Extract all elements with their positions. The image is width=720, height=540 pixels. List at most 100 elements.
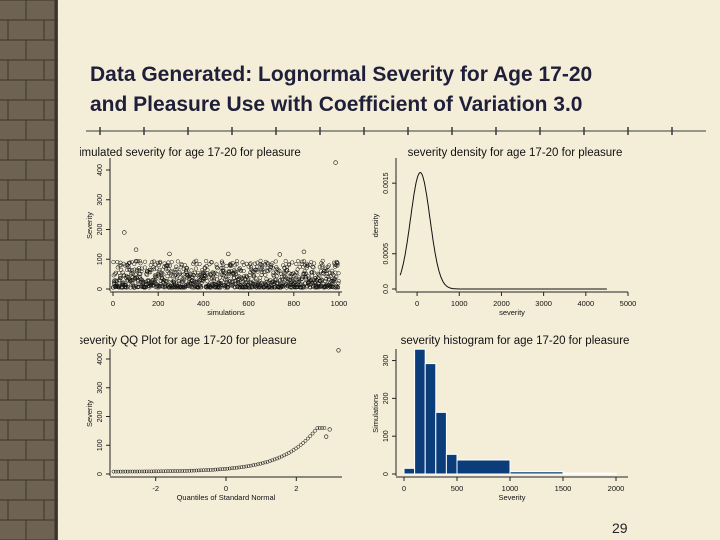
scatter-point — [320, 278, 325, 283]
qq-point — [132, 469, 137, 474]
scatter-point — [229, 263, 234, 268]
hist-x-label: Severity — [498, 493, 525, 502]
scatter-point — [220, 260, 225, 265]
scatter-point — [316, 272, 321, 277]
scatter-point — [204, 259, 209, 264]
density-y-tick-label: 0.0015 — [383, 172, 390, 194]
qq-point — [121, 469, 125, 474]
qq-point — [289, 449, 294, 454]
scatter-point — [274, 274, 279, 279]
qq-point — [175, 469, 180, 473]
scatter-point — [273, 259, 278, 264]
qq-point — [204, 468, 208, 472]
chart-severity-scatter: simulated severity for age 17-20 for ple… — [80, 147, 347, 317]
qq-point — [123, 469, 128, 474]
scatter-y-label: Severity — [85, 212, 94, 239]
scatter-point — [117, 285, 122, 290]
qq-point — [308, 434, 313, 438]
qq-tail-point — [336, 348, 341, 353]
scatter-point — [283, 258, 288, 264]
scatter-point — [157, 262, 162, 267]
scatter-point — [301, 259, 307, 264]
scatter-point — [336, 281, 341, 286]
scatter-point — [325, 281, 330, 286]
qq-point — [201, 468, 206, 473]
qq-point — [140, 469, 144, 474]
scatter-point — [136, 281, 141, 287]
hist-x-tick-label: 1000 — [502, 484, 519, 493]
scatter-point — [317, 273, 322, 278]
scatter-point — [135, 279, 140, 284]
qq-point — [270, 458, 275, 463]
scatter-point — [215, 266, 220, 271]
qq-point — [237, 465, 241, 470]
scatter-point — [237, 267, 242, 272]
scatter-point — [145, 278, 150, 283]
qq-tail-point — [324, 434, 329, 439]
scatter-point — [279, 271, 284, 276]
histogram-bar — [456, 459, 511, 475]
scatter-point — [288, 274, 293, 279]
scatter-point — [260, 267, 265, 272]
scatter-point — [311, 270, 316, 275]
qq-point — [189, 468, 194, 473]
scatter-y-tick-label: 0 — [97, 287, 104, 291]
scatter-point — [132, 267, 137, 272]
scatter-point — [163, 283, 168, 288]
scatter-point — [295, 271, 300, 276]
scatter-point — [168, 277, 173, 282]
scatter-x-tick-label: 600 — [242, 299, 255, 308]
scatter-point — [165, 262, 170, 267]
scatter-point — [138, 271, 143, 276]
scatter-point — [152, 267, 157, 272]
qq-point — [305, 436, 310, 441]
scatter-point — [322, 268, 327, 273]
scatter-point — [311, 265, 316, 270]
qq-point — [303, 438, 308, 443]
chart-severity-histogram: severity histogram for age 17-20 for ple… — [371, 335, 629, 502]
scatter-point — [325, 267, 330, 273]
scatter-point — [309, 270, 314, 275]
scatter-point — [336, 279, 341, 284]
qq-point — [263, 460, 268, 465]
scatter-point — [228, 263, 233, 268]
qq-point — [258, 461, 263, 466]
scatter-point — [239, 276, 245, 281]
scatter-outlier-point — [277, 252, 282, 257]
qq-point — [125, 469, 130, 474]
density-y-tick-label: 0.0 — [383, 284, 390, 294]
scatter-point — [193, 266, 198, 271]
scatter-point — [287, 277, 293, 283]
scatter-point — [327, 270, 333, 276]
histogram-bar — [414, 348, 426, 475]
qq-point — [225, 466, 230, 471]
scatter-point — [206, 273, 211, 278]
scatter-point — [281, 263, 286, 268]
scatter-point — [169, 259, 174, 264]
qq-point — [310, 431, 315, 436]
qq-point — [230, 466, 234, 471]
qq-point — [168, 469, 173, 474]
histogram-bar — [424, 363, 437, 475]
hist-y-tick-label: 0 — [383, 472, 390, 476]
scatter-point — [331, 272, 336, 277]
qq-x-label: Quantiles of Standard Normal — [177, 493, 276, 502]
density-x-tick-label: 5000 — [620, 299, 637, 308]
scatter-point — [227, 279, 232, 284]
qq-x-tick-label: 2 — [294, 484, 298, 493]
slide-title-line-2: and Pleasure Use with Coefficient of Var… — [90, 93, 583, 116]
scatter-point — [335, 261, 340, 266]
scatter-y-tick-label: 200 — [97, 224, 104, 236]
qq-x-tick-label: -2 — [152, 484, 159, 493]
scatter-point — [320, 264, 325, 269]
scatter-point — [166, 267, 171, 272]
scatter-point — [245, 283, 250, 288]
qq-point — [320, 426, 324, 430]
scatter-point — [174, 272, 179, 277]
qq-point — [159, 469, 163, 474]
scatter-point — [123, 284, 128, 289]
scatter-point — [224, 274, 229, 279]
qq-point — [268, 459, 272, 463]
qq-point — [182, 469, 187, 473]
scatter-point — [236, 278, 241, 283]
